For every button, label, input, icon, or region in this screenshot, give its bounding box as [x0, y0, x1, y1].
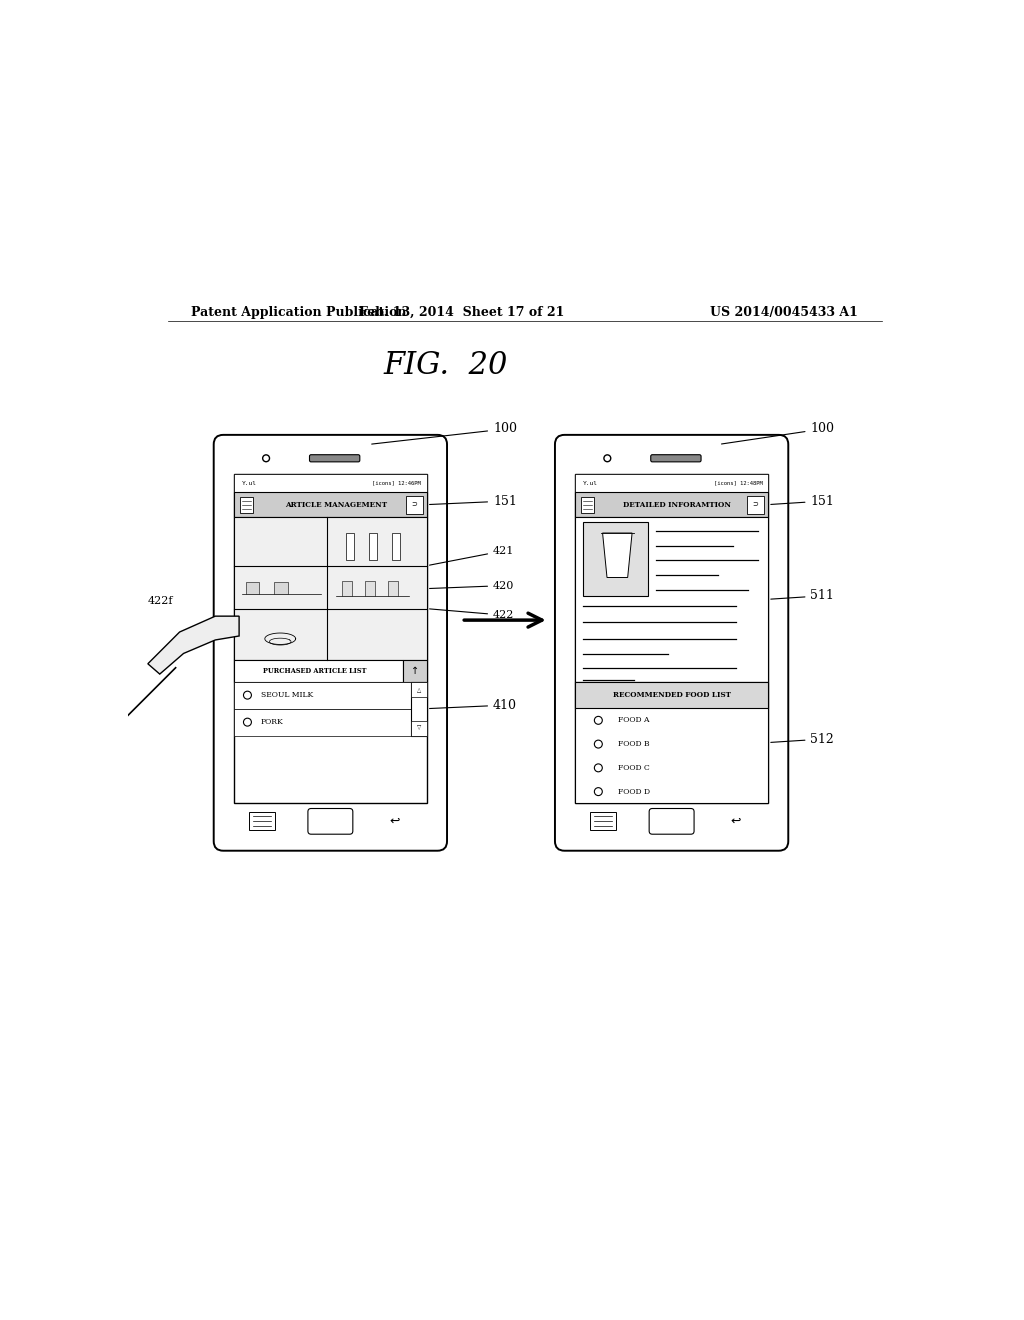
Bar [392, 533, 399, 560]
Bar [575, 681, 768, 709]
Text: Y.ul: Y.ul [583, 480, 598, 486]
Bar [388, 581, 398, 595]
FancyBboxPatch shape [308, 809, 353, 834]
Bar [246, 582, 259, 594]
Text: ▽: ▽ [417, 726, 421, 730]
Text: DETAILED INFORAMTION: DETAILED INFORAMTION [624, 500, 731, 508]
Text: 100: 100 [722, 422, 835, 444]
Bar [583, 521, 648, 597]
Bar [575, 474, 768, 804]
Text: RECOMMENDED FOOD LIST: RECOMMENDED FOOD LIST [612, 692, 730, 700]
Text: Patent Application Publication: Patent Application Publication [191, 305, 407, 318]
FancyBboxPatch shape [214, 434, 447, 850]
Bar [369, 533, 377, 560]
Bar [575, 517, 768, 681]
Text: ARTICLE MANAGEMENT: ARTICLE MANAGEMENT [285, 500, 387, 508]
Bar [575, 492, 768, 517]
Text: 512: 512 [771, 733, 835, 746]
Text: FOOD B: FOOD B [617, 741, 649, 748]
Text: 420: 420 [429, 581, 514, 590]
Text: FOOD C: FOOD C [617, 764, 649, 772]
Text: FIG.  20: FIG. 20 [383, 350, 508, 380]
Text: US 2014/0045433 A1: US 2014/0045433 A1 [711, 305, 858, 318]
Text: 422: 422 [429, 609, 514, 620]
Bar [240, 496, 253, 512]
FancyBboxPatch shape [649, 809, 694, 834]
Text: 422f: 422f [147, 595, 173, 606]
Bar [746, 496, 764, 513]
Text: PURCHASED ARTICLE LIST: PURCHASED ARTICLE LIST [263, 667, 367, 675]
Text: FOOD A: FOOD A [617, 717, 649, 725]
FancyBboxPatch shape [309, 454, 359, 462]
Bar [233, 681, 412, 709]
Bar [412, 721, 427, 735]
Bar [575, 474, 768, 492]
Text: ↑: ↑ [411, 665, 419, 676]
Bar [590, 812, 615, 830]
Bar [233, 474, 427, 804]
Text: SEOUL MILK: SEOUL MILK [261, 692, 313, 700]
Text: PORK: PORK [261, 718, 284, 726]
Bar [346, 533, 353, 560]
Text: △: △ [417, 686, 421, 692]
Text: ⊃: ⊃ [753, 502, 759, 508]
Text: FOOD D: FOOD D [617, 788, 650, 796]
Bar [233, 474, 427, 492]
Bar [412, 681, 427, 697]
Bar [233, 660, 402, 681]
FancyBboxPatch shape [555, 434, 788, 850]
Bar [575, 681, 768, 804]
Polygon shape [147, 616, 239, 675]
Text: ↩: ↩ [731, 814, 741, 828]
Text: 410: 410 [429, 698, 517, 711]
Text: ⊃: ⊃ [412, 502, 417, 508]
Text: 151: 151 [429, 495, 517, 508]
Text: 151: 151 [771, 495, 835, 508]
FancyBboxPatch shape [650, 454, 701, 462]
Text: Feb. 13, 2014  Sheet 17 of 21: Feb. 13, 2014 Sheet 17 of 21 [358, 305, 564, 318]
Text: Y.ul: Y.ul [242, 480, 257, 486]
Bar [581, 496, 594, 512]
Bar [342, 581, 351, 595]
Bar [406, 496, 423, 513]
Bar [233, 709, 412, 735]
Text: 100: 100 [372, 422, 517, 444]
Bar [249, 812, 274, 830]
Bar [402, 660, 427, 681]
Text: [icons] 12:46PM: [icons] 12:46PM [373, 480, 421, 486]
Bar [233, 492, 427, 517]
Text: ↩: ↩ [389, 814, 400, 828]
Polygon shape [602, 533, 632, 577]
Text: 421: 421 [429, 545, 514, 565]
Bar [233, 517, 427, 660]
Text: 511: 511 [771, 589, 835, 602]
Bar [274, 582, 288, 594]
Bar [366, 581, 375, 595]
Text: [icons] 12:48PM: [icons] 12:48PM [714, 480, 762, 486]
Bar [412, 681, 427, 735]
